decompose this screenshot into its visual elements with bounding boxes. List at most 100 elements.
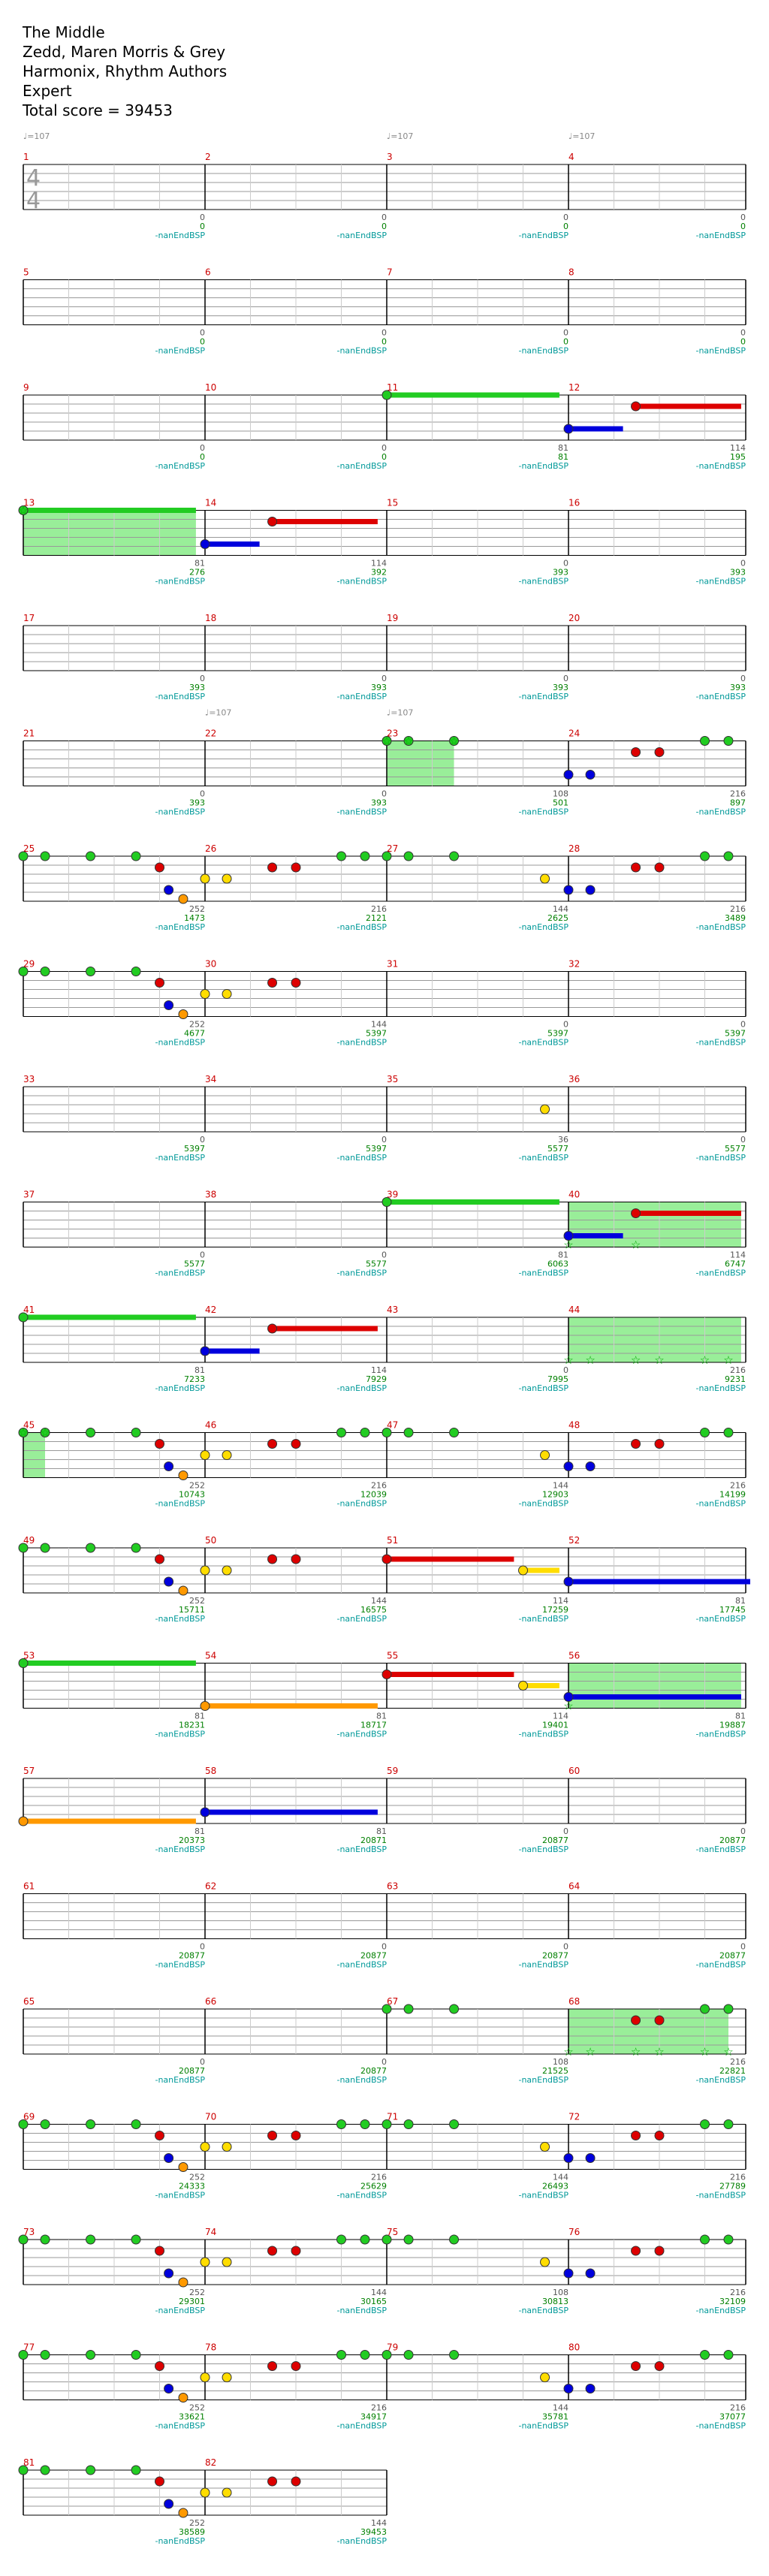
cumulative-score: 5397 — [184, 1144, 205, 1154]
star-note: ☆ — [563, 1353, 573, 1367]
note-gem — [723, 851, 734, 861]
star-power-zone — [23, 510, 196, 556]
bsp-label: -nanEndBSP — [518, 1845, 568, 1854]
note-gem — [267, 1439, 278, 1449]
cumulative-score: 20877 — [179, 1951, 205, 1961]
measure-number: 43 — [387, 1305, 398, 1315]
note-gem — [654, 1439, 665, 1449]
cumulative-score: 30165 — [360, 2297, 387, 2306]
measure-number: 60 — [568, 1766, 580, 1776]
cumulative-score: 20877 — [179, 2066, 205, 2076]
bsp-label: -nanEndBSP — [336, 1960, 387, 1970]
note-gem — [700, 1428, 710, 1437]
star-note: ☆ — [18, 504, 28, 517]
note-gem — [563, 1231, 574, 1241]
cumulative-score: 20871 — [360, 1835, 387, 1845]
bsp-label: -nanEndBSP — [336, 807, 387, 817]
note-gem — [155, 1554, 164, 1564]
note-gem — [381, 2004, 392, 2014]
star-note: ☆ — [631, 1238, 641, 1252]
note-gem — [155, 862, 164, 873]
note-gem — [18, 967, 29, 976]
note-gem — [18, 1312, 29, 1323]
measure-score: 0 — [563, 1942, 568, 1952]
measure-score: 81 — [558, 1250, 568, 1260]
bsp-label: -nanEndBSP — [695, 692, 746, 701]
measure-number: 35 — [387, 1074, 398, 1084]
measure-score: 114 — [371, 559, 387, 569]
measure-score: 0 — [740, 1826, 746, 1836]
note-gem — [631, 2015, 641, 2026]
cumulative-score: 12903 — [542, 1490, 568, 1500]
cumulative-score: 26493 — [542, 2182, 568, 2191]
measure-score: 0 — [200, 1250, 205, 1260]
note-gem — [18, 851, 29, 861]
star-note: ☆ — [403, 734, 413, 748]
measure-score: 36 — [558, 1135, 568, 1145]
measure-number: 25 — [23, 843, 35, 854]
bsp-label: -nanEndBSP — [695, 461, 746, 471]
note-gem — [164, 2153, 174, 2163]
cumulative-score: 20877 — [542, 1835, 568, 1845]
note-gem — [631, 1208, 641, 1218]
note-gem — [403, 2350, 414, 2360]
note-gem — [40, 2465, 50, 2475]
note-gem — [222, 873, 232, 884]
note-gem — [381, 1670, 392, 1679]
measure-score: 0 — [381, 1250, 387, 1260]
note-gem — [178, 2393, 188, 2403]
note-gem — [563, 1461, 574, 1471]
note-gem — [155, 2131, 164, 2140]
measure-number: 11 — [387, 382, 398, 393]
note-gem — [164, 2499, 174, 2509]
measure-number: 58 — [205, 1766, 216, 1776]
measure-score: 216 — [371, 2403, 387, 2413]
note-gem — [291, 1554, 301, 1564]
measure-number: 15 — [387, 498, 398, 508]
measure-number: 38 — [205, 1190, 216, 1200]
note-gem — [40, 2119, 50, 2129]
measure-number: 3 — [387, 152, 393, 162]
cumulative-score: 0 — [200, 452, 205, 462]
measure-number: 17 — [23, 613, 35, 623]
note-gem — [86, 2465, 96, 2475]
measure-number: 82 — [205, 2457, 216, 2468]
measure-score: 252 — [189, 2288, 205, 2297]
cumulative-score: 18231 — [179, 1721, 205, 1730]
bsp-label: -nanEndBSP — [155, 1960, 205, 1970]
bsp-label: -nanEndBSP — [155, 1730, 205, 1739]
star-note: ☆ — [700, 1353, 710, 1367]
note-gem — [200, 1701, 210, 1711]
cumulative-score: 5577 — [547, 1144, 568, 1154]
measure-score: 252 — [189, 2403, 205, 2413]
note-gem — [131, 851, 141, 861]
note-gem — [200, 539, 210, 549]
note-gem — [381, 1554, 392, 1564]
measure-score: 81 — [735, 1712, 746, 1721]
measure-score: 144 — [371, 2288, 387, 2297]
measure-score: 81 — [376, 1712, 387, 1721]
measure-score: 81 — [558, 443, 568, 453]
note-gem — [86, 2350, 96, 2360]
measure-score: 114 — [553, 1712, 568, 1721]
measure-number: 80 — [568, 2342, 580, 2353]
bsp-label: -nanEndBSP — [155, 1614, 205, 1624]
note-gem — [631, 747, 641, 757]
measure-number: 64 — [568, 1881, 580, 1892]
bsp-label: -nanEndBSP — [336, 2421, 387, 2431]
note-gem — [381, 390, 392, 400]
cumulative-score: 5397 — [547, 1029, 568, 1039]
cumulative-score: 0 — [381, 337, 387, 347]
note-gem — [360, 2234, 370, 2245]
note-gem — [723, 736, 734, 746]
star-note: ☆ — [585, 1353, 595, 1367]
bsp-label: -nanEndBSP — [518, 807, 568, 817]
note-gem — [86, 1543, 96, 1553]
note-gem — [131, 2350, 141, 2360]
cumulative-score: 35781 — [542, 2412, 568, 2422]
note-gem — [723, 2004, 734, 2014]
star-note: ☆ — [631, 2045, 641, 2059]
note-gem — [267, 2131, 278, 2140]
measure-number: 73 — [23, 2227, 35, 2237]
cumulative-score: 14199 — [719, 1490, 746, 1500]
